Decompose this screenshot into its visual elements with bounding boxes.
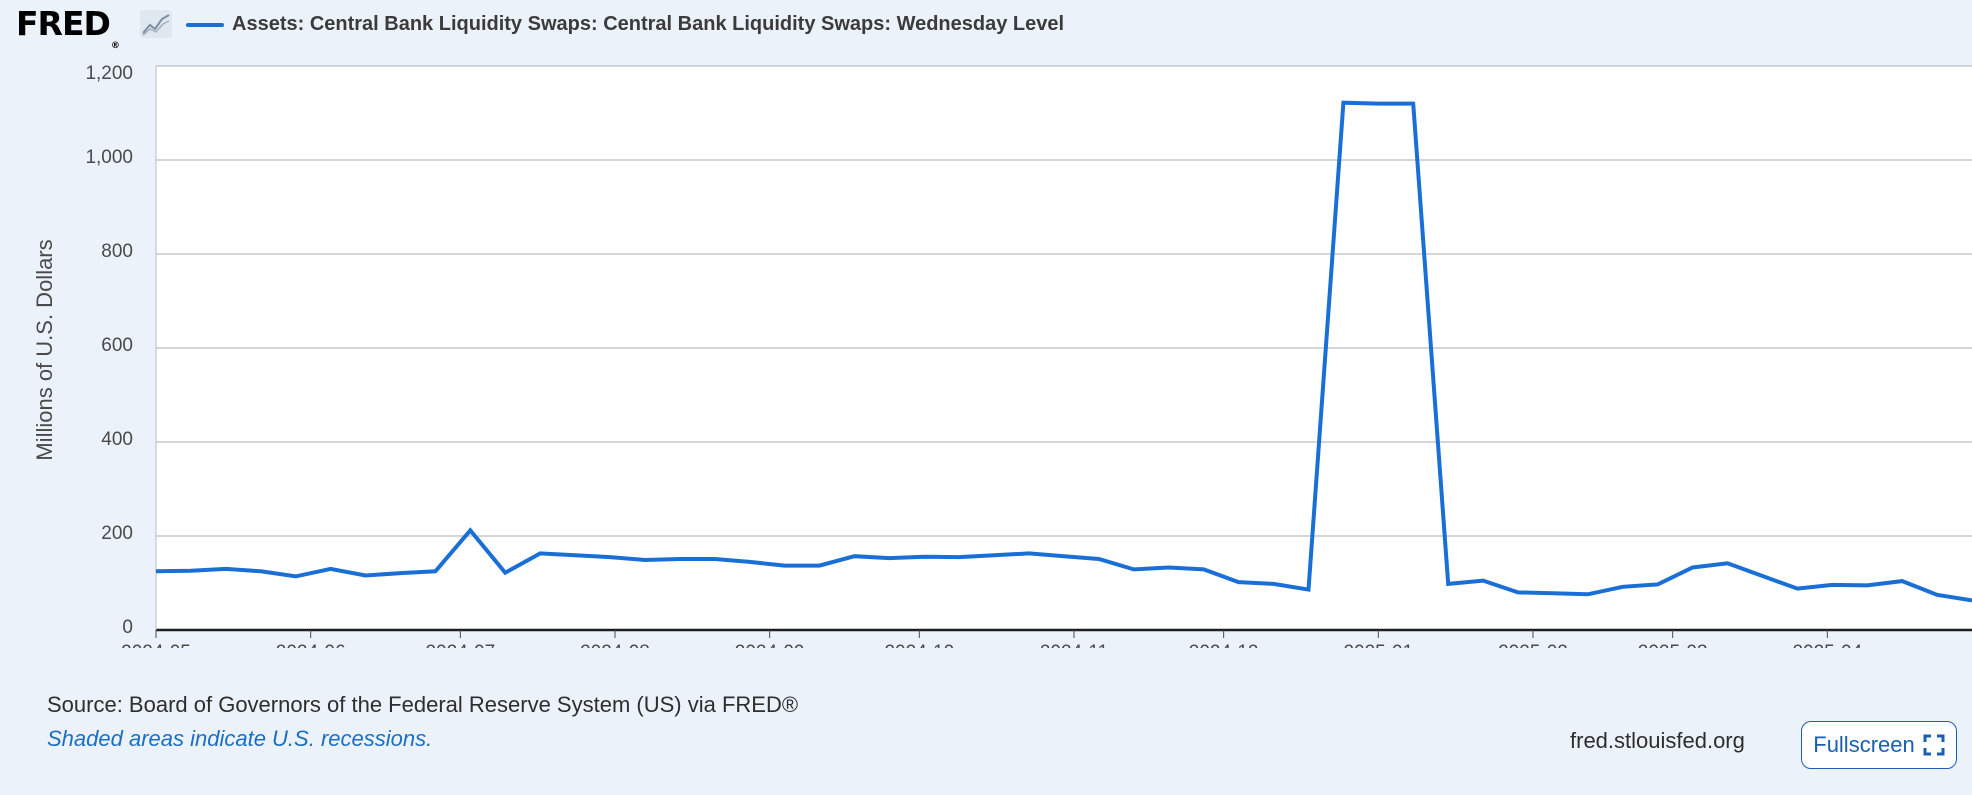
x-tick-label: 2024-11 <box>1040 642 1108 648</box>
data-point[interactable] <box>1340 100 1346 106</box>
data-point[interactable] <box>1445 581 1451 587</box>
data-point[interactable] <box>782 563 788 569</box>
line-chart: Millions of U.S. Dollars 0 200 400 600 800 1,… <box>32 63 1972 648</box>
x-tick-label: 2024-06 <box>276 642 346 648</box>
data-point[interactable] <box>363 572 369 578</box>
data-point[interactable] <box>677 556 683 562</box>
data-point[interactable] <box>1690 564 1696 570</box>
y-tick-label: 600 <box>101 335 133 356</box>
data-point[interactable] <box>1305 587 1311 593</box>
data-point[interactable] <box>572 552 578 558</box>
x-tick-label: 2024-08 <box>580 642 650 648</box>
data-point[interactable] <box>921 554 927 560</box>
fred-logo-text: FRED <box>16 4 111 43</box>
x-tick-label: 2025-02 <box>1498 642 1568 648</box>
data-point[interactable] <box>432 568 438 574</box>
data-point[interactable] <box>467 527 473 533</box>
data-point[interactable] <box>1829 582 1835 588</box>
y-tick-label: 200 <box>101 523 133 544</box>
legend-label: Assets: Central Bank Liquidity Swaps: Ce… <box>232 13 1065 35</box>
data-point[interactable] <box>1061 553 1067 559</box>
data-point[interactable] <box>258 568 264 574</box>
site-link[interactable]: fred.stlouisfed.org <box>1570 728 1745 753</box>
data-point[interactable] <box>1585 591 1591 597</box>
y-tick-label: 400 <box>101 429 133 450</box>
data-point[interactable] <box>642 557 648 563</box>
y-tick-label: 1,000 <box>85 147 133 168</box>
data-point[interactable] <box>817 563 823 569</box>
data-point[interactable] <box>1410 101 1416 107</box>
data-point[interactable] <box>1620 584 1626 590</box>
data-point[interactable] <box>1934 592 1940 598</box>
fred-logo[interactable]: FRED® <box>16 2 120 51</box>
data-point[interactable] <box>1201 566 1207 572</box>
data-point[interactable] <box>328 566 334 572</box>
line-chart-icon <box>140 10 172 38</box>
data-point[interactable] <box>502 570 508 576</box>
data-point[interactable] <box>886 555 892 561</box>
y-tick-label: 1,200 <box>85 63 133 84</box>
data-point[interactable] <box>293 573 299 579</box>
data-point[interactable] <box>1725 560 1731 566</box>
data-point[interactable] <box>1271 581 1277 587</box>
expand-icon <box>1923 734 1945 756</box>
data-point[interactable] <box>1899 578 1905 584</box>
data-point[interactable] <box>397 570 403 576</box>
legend-swatch <box>186 23 224 27</box>
series-line[interactable] <box>155 100 1972 603</box>
x-tick-label: 2025-01 <box>1343 642 1413 648</box>
data-point[interactable] <box>1794 586 1800 592</box>
data-point[interactable] <box>1131 566 1137 572</box>
y-axis-title: Millions of U.S. Dollars <box>32 239 57 460</box>
source-note: Source: Board of Governors of the Federa… <box>47 692 799 717</box>
data-point[interactable] <box>747 559 753 565</box>
x-tick-label: 2024-07 <box>425 642 495 648</box>
data-point[interactable] <box>1375 101 1381 107</box>
data-point[interactable] <box>1759 573 1765 579</box>
data-point[interactable] <box>1864 582 1870 588</box>
x-tick-label: 2024-05 <box>121 642 191 648</box>
data-point[interactable] <box>1236 579 1242 585</box>
x-tick-label: 2024-12 <box>1189 642 1259 648</box>
data-point[interactable] <box>1480 578 1486 584</box>
y-tick-label: 800 <box>101 241 133 262</box>
data-point[interactable] <box>537 550 543 556</box>
x-tick-label: 2025-04 <box>1792 642 1862 648</box>
fullscreen-label: Fullscreen <box>1813 732 1915 757</box>
data-point[interactable] <box>1096 556 1102 562</box>
y-tick-label: 0 <box>122 617 133 638</box>
data-point[interactable] <box>153 568 159 574</box>
data-point[interactable] <box>607 554 613 560</box>
recession-note[interactable]: Shaded areas indicate U.S. recessions. <box>47 726 433 751</box>
data-point[interactable] <box>1655 581 1661 587</box>
registered-mark: ® <box>110 41 120 51</box>
data-point[interactable] <box>223 566 229 572</box>
data-point[interactable] <box>712 556 718 562</box>
chart-header: FRED® Assets: Central Bank Liquidity Swa… <box>0 0 1972 51</box>
fullscreen-button[interactable]: Fullscreen <box>1801 721 1957 769</box>
data-point[interactable] <box>1515 589 1521 595</box>
data-point[interactable] <box>1550 590 1556 596</box>
data-point[interactable] <box>851 553 857 559</box>
x-tick-label: 2024-09 <box>735 642 805 648</box>
x-tick-label: 2024-10 <box>884 642 954 648</box>
data-point[interactable] <box>956 554 962 560</box>
data-point[interactable] <box>1166 564 1172 570</box>
data-point[interactable] <box>188 568 194 574</box>
x-tick-label: 2025-03 <box>1638 642 1708 648</box>
data-point[interactable] <box>1026 550 1032 556</box>
data-point[interactable] <box>991 552 997 558</box>
